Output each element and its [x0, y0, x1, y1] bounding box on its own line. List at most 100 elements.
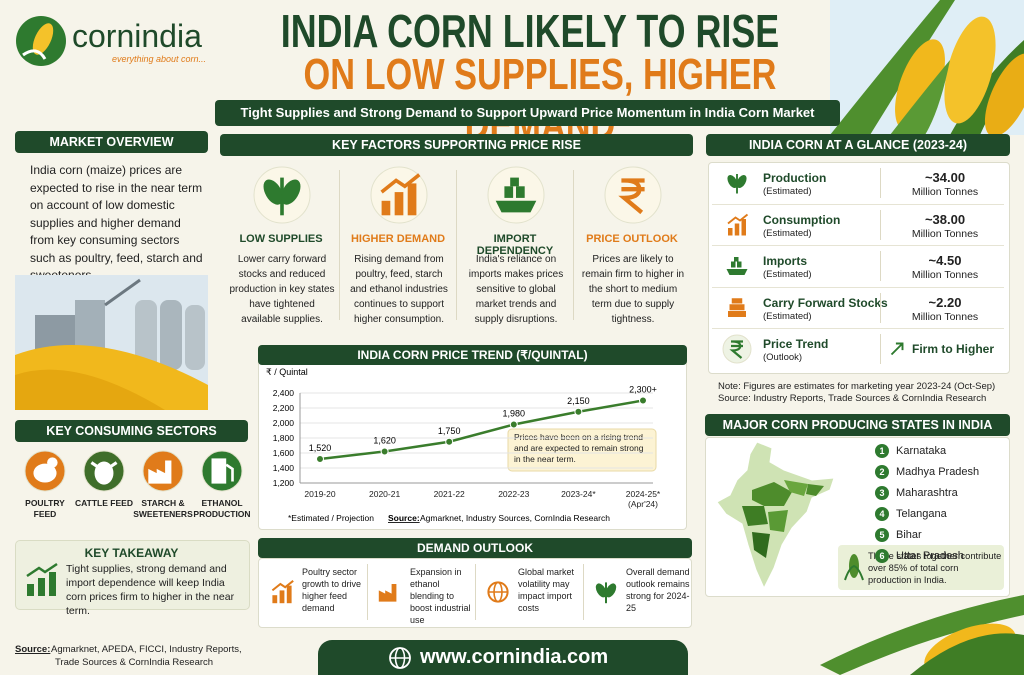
title-line1: INDIA CORN LIKELY TO RISE — [280, 5, 780, 57]
glance-label: Price Trend — [763, 337, 829, 351]
glance-note: (Estimated) — [763, 269, 812, 280]
globe-icon — [389, 647, 411, 669]
icon — [142, 450, 184, 492]
glance-label: Consumption — [763, 212, 841, 227]
state-name: Madhya Pradesh — [896, 466, 980, 478]
annotation: Prices have been on a rising trend and a… — [514, 432, 644, 464]
y-tick-label: 2,200 — [273, 403, 295, 413]
point — [509, 420, 518, 429]
icon — [271, 580, 294, 604]
state-name: Karnataka — [896, 445, 947, 457]
icon — [201, 450, 243, 492]
glance-value: Firm to Higher — [912, 342, 995, 356]
glance-value: ~4.50 — [928, 253, 962, 268]
glance-rule — [712, 203, 1004, 205]
silo-image — [15, 275, 208, 410]
demand-text: Expansion in ethanol blending to boost i… — [410, 567, 471, 625]
y-axis-label: ₹ / Quintal — [266, 367, 308, 377]
subtitle: Tight Supplies and Strong Demand to Supp… — [215, 100, 840, 126]
value-label: 1,980 — [503, 409, 526, 419]
x-tick-label: 2020-21 — [368, 489, 401, 499]
sector-label: ETHANOL PRODUCTION — [193, 498, 251, 519]
annotation-box — [507, 428, 657, 472]
chart-footnote: *Estimated / Projection — [288, 513, 374, 523]
state-number: 6 — [875, 549, 889, 563]
sector-label: CATTLE FEED — [75, 498, 133, 508]
glance-divider — [880, 292, 881, 323]
section-heading: MARKET OVERVIEW — [15, 131, 208, 153]
separator — [456, 170, 457, 320]
demand-text: Global market volatility may impact impo… — [518, 567, 575, 613]
chart-source: Agmarknet, Industry Sources, CornIndia R… — [420, 513, 610, 523]
icon — [487, 166, 545, 224]
state-name: Maharashtra — [896, 487, 958, 499]
corn-icon — [844, 554, 864, 581]
point — [639, 396, 647, 405]
icon — [726, 257, 748, 275]
icon — [604, 166, 662, 224]
factor-title: HIGHER DEMAND — [350, 233, 446, 245]
value-label: 2,150 — [567, 396, 590, 406]
glance-unit: Million Tonnes — [911, 186, 979, 198]
state-number: 1 — [875, 444, 889, 458]
value-label: 2,300+ — [629, 385, 657, 395]
glance-divider — [880, 251, 881, 281]
value-label: 1,520 — [309, 443, 332, 453]
glance-rule — [712, 245, 1004, 246]
point — [445, 437, 454, 446]
chart-title: INDIA CORN PRICE TREND (₹/QUINTAL) — [258, 345, 687, 365]
footer-url[interactable]: www.cornindia.com — [420, 646, 609, 668]
glance-value: ~2.20 — [928, 294, 962, 310]
y-tick-label: 2,000 — [273, 418, 295, 428]
icon — [83, 450, 125, 492]
icon — [890, 342, 904, 356]
source-label: Source: — [15, 644, 51, 655]
x-tick-label: 2024-25* (Apr'24) — [625, 489, 661, 509]
logo-icon — [16, 16, 66, 66]
state-number: 3 — [875, 486, 889, 500]
glance-box — [708, 162, 1010, 374]
chart-source-label: Source: — [388, 513, 420, 523]
y-tick-label: 2,400 — [273, 388, 295, 398]
sector-label: POULTRY FEED — [25, 498, 65, 519]
separator — [583, 564, 584, 620]
state-name: Uttar Pradesh — [896, 550, 964, 562]
source: Source:Agmarknet, APEDA, FICCI, Industry… — [15, 643, 245, 669]
demand-text: Poultry sector growth to drive higher fe… — [302, 567, 362, 613]
state-number: 4 — [875, 507, 889, 521]
glance-label: Carry Forward Stocks — [763, 295, 888, 310]
factor-title: PRICE OUTLOOK — [586, 233, 678, 245]
state-number: 2 — [875, 465, 889, 479]
takeaway-icon — [26, 562, 58, 596]
y-tick-label: 1,400 — [273, 463, 295, 473]
y-tick-label: 1,800 — [273, 433, 295, 443]
footer-bar — [318, 640, 688, 675]
state-name: Telangana — [896, 508, 947, 520]
source-text: Agmarknet, APEDA, FICCI, Industry Report… — [51, 644, 242, 668]
glance-note: (Estimated) — [763, 186, 812, 197]
glance-rule — [712, 286, 1004, 288]
sector-label: STARCH & SWEETENERS — [133, 498, 193, 519]
brand-name: cornindia — [72, 18, 202, 54]
icon — [727, 174, 747, 194]
icon — [727, 213, 749, 235]
state-name: Bihar — [896, 529, 922, 541]
glance-divider — [880, 209, 881, 240]
x-tick-label: 2019-20 — [304, 489, 336, 499]
y-tick-label: 1,200 — [273, 478, 295, 488]
corn-decoration — [820, 595, 1024, 675]
separator — [475, 564, 476, 620]
section-heading: INDIA CORN AT A GLANCE (2023-24) — [706, 134, 1010, 156]
overview-text: India corn (maize) prices are expected t… — [30, 163, 203, 282]
glance-source: Source: Industry Reports, Trade Sources … — [718, 393, 987, 404]
glance-rule — [712, 328, 1004, 329]
factor-text: Prices are likely to remain firm to high… — [581, 254, 685, 325]
value-label: 1,620 — [373, 436, 396, 446]
glance-divider — [880, 168, 881, 198]
factor-title: LOW SUPPLIES — [239, 233, 323, 245]
glance-unit: Million Tonnes — [911, 310, 979, 323]
icon — [253, 166, 311, 224]
section-heading: KEY FACTORS SUPPORTING PRICE RISE — [220, 134, 693, 156]
factor-text: Rising demand from poultry, feed, starch… — [350, 254, 448, 325]
